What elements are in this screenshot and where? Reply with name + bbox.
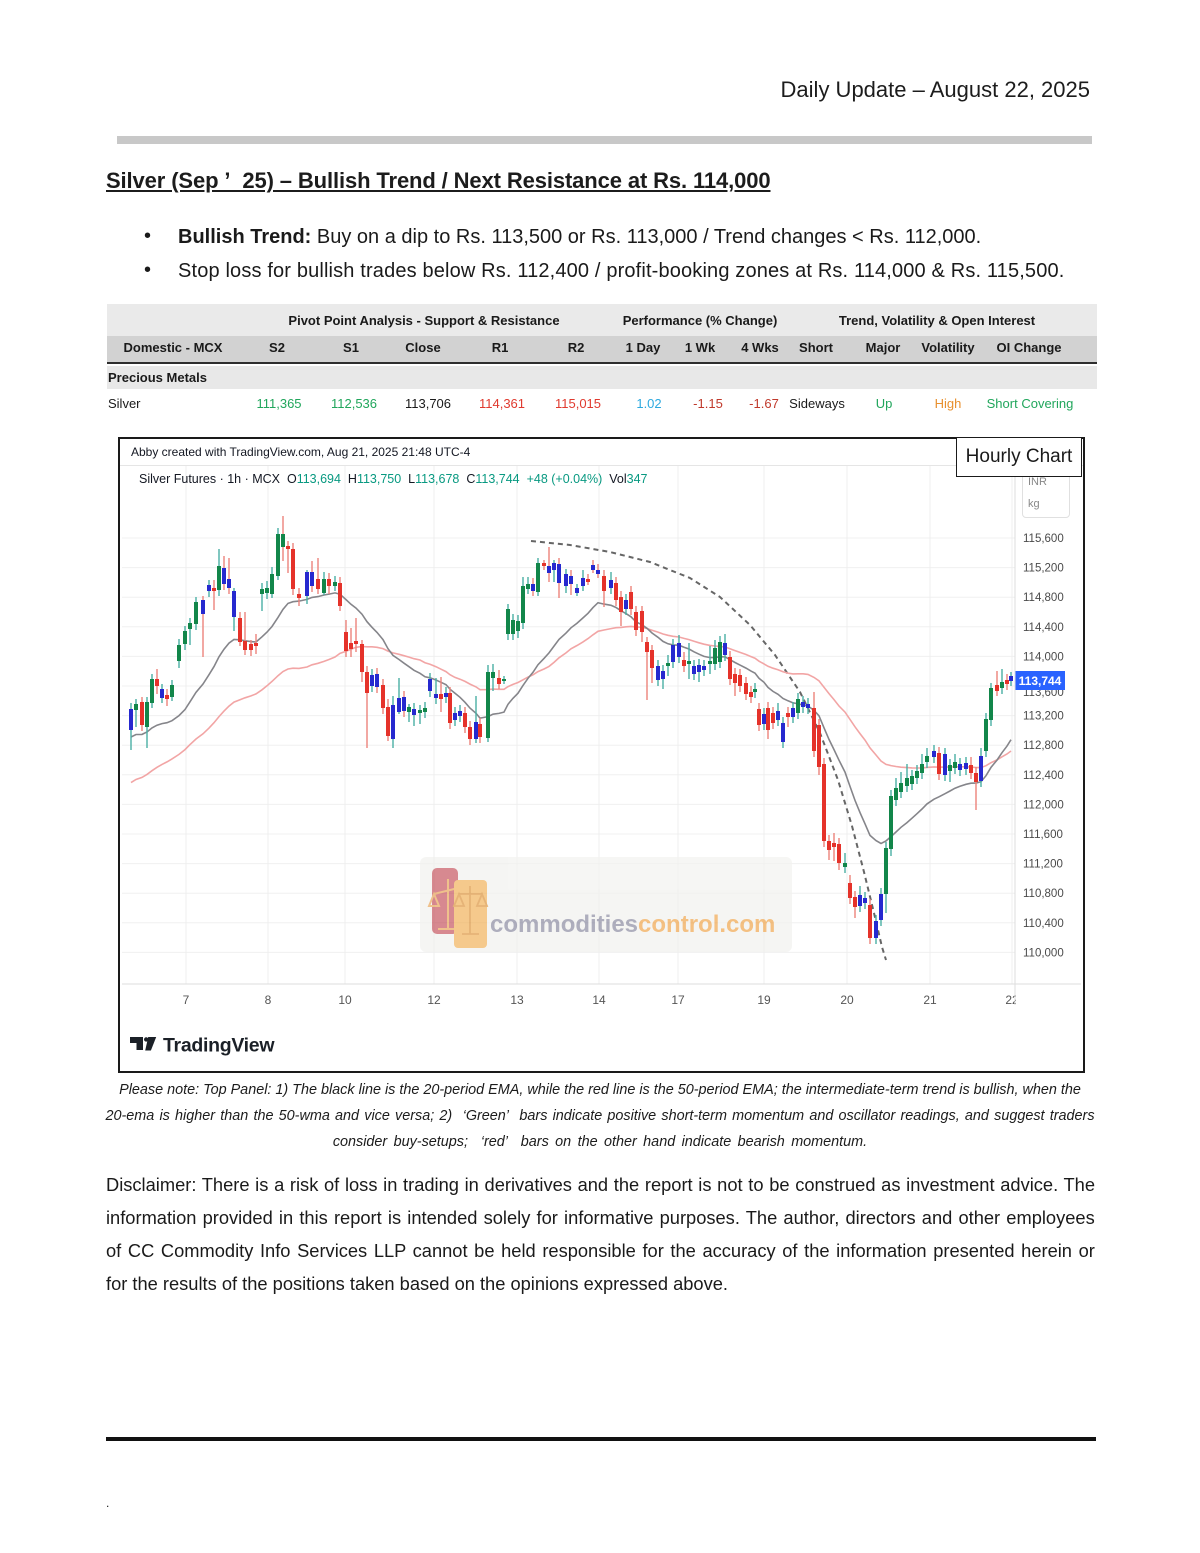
svg-text:110,800: 110,800 [1023,888,1064,900]
svg-text:113,200: 113,200 [1023,711,1064,723]
svg-text:111,200: 111,200 [1023,859,1063,871]
svg-text:21: 21 [923,993,937,1007]
svg-text:14: 14 [592,993,606,1007]
svg-text:112,000: 112,000 [1023,799,1064,811]
svg-text:115,200: 115,200 [1023,563,1064,575]
svg-text:110,400: 110,400 [1023,918,1064,930]
svg-text:115,600: 115,600 [1023,533,1064,545]
svg-text:8: 8 [265,993,272,1007]
svg-text:7: 7 [183,993,190,1007]
svg-text:114,800: 114,800 [1023,592,1064,604]
svg-text:112,400: 112,400 [1023,770,1064,782]
svg-text:22: 22 [1005,993,1019,1007]
svg-text:114,400: 114,400 [1023,622,1064,634]
svg-text:110,000: 110,000 [1023,947,1064,959]
svg-text:111,600: 111,600 [1023,829,1063,841]
svg-text:12: 12 [427,993,441,1007]
svg-text:114,000: 114,000 [1023,651,1064,663]
svg-text:112,800: 112,800 [1023,740,1064,752]
svg-text:19: 19 [757,993,771,1007]
svg-text:17: 17 [671,993,685,1007]
svg-text:20: 20 [840,993,854,1007]
svg-text:13: 13 [510,993,524,1007]
svg-text:113,744: 113,744 [1019,674,1062,688]
svg-text:TradingView: TradingView [163,1035,275,1057]
svg-text:10: 10 [338,993,352,1007]
svg-text:commoditiescontrol.com: commoditiescontrol.com [490,911,775,938]
